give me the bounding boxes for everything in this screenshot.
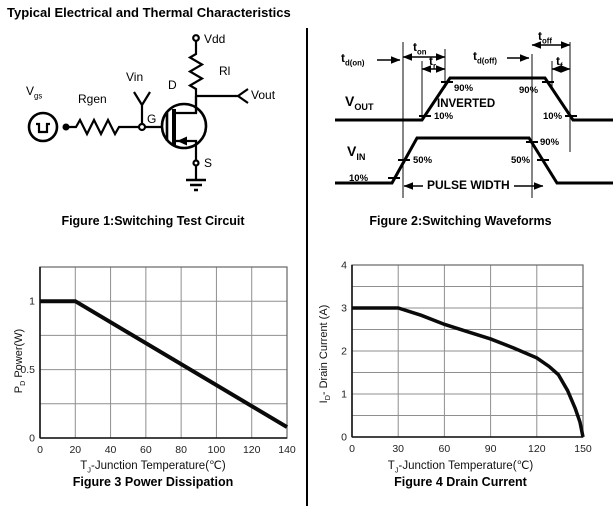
svg-text:0.5: 0.5 [20, 364, 35, 376]
svg-text:140: 140 [278, 444, 296, 456]
drain-current-chart: 0 30 60 90 120 150 0 1 2 3 4 ID- Drain Current (A)… [307, 255, 614, 506]
svg-text:0: 0 [29, 433, 35, 445]
rgen-label: Rgen [78, 92, 107, 106]
vin-rise-10pct-label: 10% [349, 173, 369, 184]
td-off-label: td(off) [473, 49, 497, 66]
pulse-width-label: PULSE WIDTH [423, 179, 514, 191]
svg-text:20: 20 [69, 444, 81, 456]
drain-label: D [168, 78, 177, 92]
figure4-x-axis-title: TJ-Junction Temperature(℃) [387, 460, 534, 475]
figure3-caption: Figure 3 Power Dissipation [72, 475, 234, 489]
figure3-y-axis-title: PD Power(W) [13, 328, 28, 394]
figure4-caption: Figure 4 Drain Current [394, 475, 527, 489]
svg-text:60: 60 [140, 444, 152, 456]
vin-fall-90pct-label: 90% [540, 137, 560, 148]
t-off-label: toff [538, 29, 552, 46]
vin-label: Vin [126, 70, 144, 84]
svg-text:40: 40 [105, 444, 117, 456]
vout-rise-10pct-label: 10% [434, 111, 454, 122]
svg-text:100: 100 [208, 444, 226, 456]
page-title: Typical Electrical and Thermal Character… [7, 5, 291, 20]
vertical-divider [306, 28, 308, 506]
svg-text:1: 1 [341, 389, 347, 401]
svg-text:120: 120 [528, 443, 546, 455]
svg-text:0: 0 [349, 443, 355, 455]
svg-text:30: 30 [392, 443, 404, 455]
svg-text:4: 4 [341, 260, 347, 272]
source-label: S [204, 156, 213, 170]
t-f-label: tf [556, 54, 563, 71]
vin-rise-50pct-label: 50% [413, 155, 433, 166]
vgs-source-label: Vgs [26, 84, 43, 101]
power-dissipation-chart: 0 20 40 60 80 100 120 140 0 0.5 1 PD Power(W) TJ-J… [0, 255, 306, 506]
figure1-caption: Figure 1:Switching Test Circuit [61, 214, 245, 228]
figure2-caption: Figure 2:Switching Waveforms [369, 214, 552, 228]
vout-fall-10pct-label: 10% [543, 111, 563, 122]
t-r-label: tr [429, 54, 437, 71]
svg-text:0: 0 [341, 432, 347, 444]
svg-text:120: 120 [243, 444, 261, 456]
t-on-label: ton [413, 40, 427, 57]
td-on-label: td(on) [341, 51, 365, 68]
svg-text:2: 2 [341, 346, 347, 358]
vout-label: Vout [251, 88, 276, 102]
svg-text:1: 1 [29, 296, 35, 308]
figure4-y-axis-title: ID- Drain Current (A) [318, 304, 333, 404]
svg-text:0: 0 [37, 444, 43, 456]
switching-test-circuit-figure: Vgs Rgen Vin G D Vdd Rl Vout S Figure 1:… [0, 28, 306, 255]
waveform-drawing [335, 41, 613, 198]
figure3-x-axis-title: TJ-Junction Temperature(℃) [80, 460, 226, 475]
svg-text:150: 150 [574, 443, 592, 455]
svg-text:80: 80 [175, 444, 187, 456]
gate-label: G [147, 112, 157, 126]
power-dissipation-plot: 0 20 40 60 80 100 120 140 0 0.5 1 [20, 266, 296, 456]
switching-waveforms-figure: td(on) ton tr td(off) toff tf VOUT VIN I… [307, 28, 614, 255]
vout-fall-90pct-label: 90% [519, 85, 539, 96]
drain-current-plot: 0 30 60 90 120 150 0 1 2 3 4 [341, 260, 592, 456]
vout-signal-label: VOUT [345, 93, 374, 112]
vin-signal-label: VIN [347, 143, 366, 162]
vdd-label: Vdd [204, 32, 226, 46]
circuit-drawing [27, 34, 249, 192]
rl-label: Rl [219, 64, 231, 78]
inverted-label: INVERTED [437, 98, 496, 110]
vout-rise-90pct-label: 90% [454, 83, 474, 94]
svg-text:90: 90 [485, 443, 497, 455]
vin-fall-50pct-label: 50% [511, 155, 531, 166]
svg-text:3: 3 [341, 303, 347, 315]
svg-text:60: 60 [439, 443, 451, 455]
